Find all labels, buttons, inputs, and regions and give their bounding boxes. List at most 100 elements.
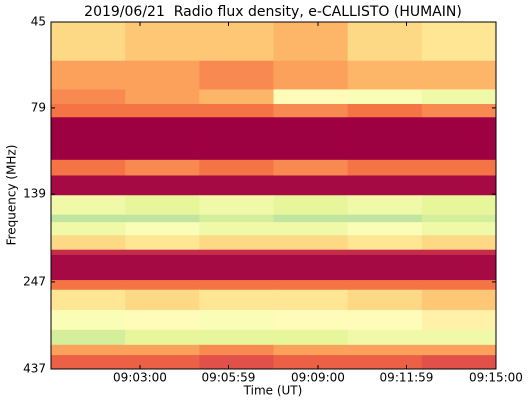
heatmap-cell xyxy=(273,103,349,118)
heatmap-cell xyxy=(125,254,200,281)
y-tick-label: 45 xyxy=(31,15,46,29)
heatmap-cell xyxy=(273,344,349,356)
heatmap-cell xyxy=(125,222,200,236)
y-tick-label: 247 xyxy=(23,274,46,288)
heatmap-cell xyxy=(273,222,349,236)
heatmap-cell xyxy=(421,329,497,346)
heatmap-cell xyxy=(125,214,200,223)
heatmap-cell xyxy=(273,214,349,223)
y-tick-label: 79 xyxy=(31,100,46,114)
heatmap-cell xyxy=(421,222,497,236)
heatmap-cell xyxy=(199,289,274,311)
heatmap-cell xyxy=(421,254,497,281)
heatmap-cell xyxy=(125,235,200,251)
heatmap-cell xyxy=(347,195,423,216)
heatmap-cell xyxy=(125,195,200,216)
x-axis-label: Time (UT) xyxy=(243,384,303,398)
heatmap-cell xyxy=(273,254,349,281)
heatmap-cell xyxy=(125,280,200,291)
heatmap-cell xyxy=(51,310,126,331)
heatmap-cell xyxy=(421,89,497,105)
heatmap-cell xyxy=(347,249,423,256)
heatmap-cell xyxy=(347,344,423,356)
x-tick-label: 09:03:00 xyxy=(113,371,167,385)
heatmap-cell xyxy=(421,22,497,62)
heatmap-cell xyxy=(421,175,497,196)
heatmap-cell xyxy=(199,310,274,331)
y-axis-label: Frequency (MHz) xyxy=(5,145,19,246)
heatmap-cell xyxy=(51,159,126,176)
heatmap-cell xyxy=(199,214,274,223)
heatmap-cell xyxy=(51,344,126,356)
heatmap-cell xyxy=(51,355,126,370)
heatmap-cell xyxy=(125,22,200,62)
heatmap-cell xyxy=(125,175,200,196)
chart-title: 2019/06/21 Radio flux density, e-CALLIST… xyxy=(84,4,462,20)
heatmap-cell xyxy=(199,195,274,216)
y-tick-label: 139 xyxy=(23,187,46,201)
heatmap-cell xyxy=(199,254,274,281)
heatmap-cell xyxy=(125,329,200,346)
heatmap-cell xyxy=(347,254,423,281)
heatmap-cell xyxy=(125,249,200,256)
heatmap-cell xyxy=(273,280,349,291)
heatmap-cell xyxy=(347,117,423,161)
heatmap-cell xyxy=(199,103,274,118)
heatmap-cell xyxy=(273,159,349,176)
heatmap-cell xyxy=(421,344,497,356)
heatmap-cell xyxy=(347,310,423,331)
heatmap-cell xyxy=(273,60,349,90)
x-tick-label: 09:05:59 xyxy=(202,371,256,385)
heatmap-cell xyxy=(347,175,423,196)
x-tick-label: 09:11:59 xyxy=(380,371,434,385)
heatmap-cell xyxy=(199,117,274,161)
heatmap-cell xyxy=(199,355,274,370)
heatmap-cell xyxy=(273,175,349,196)
x-tick-label: 09:15:00 xyxy=(469,371,523,385)
heatmap-cell xyxy=(125,344,200,356)
heatmap-cell xyxy=(421,289,497,311)
heatmap-cell xyxy=(199,280,274,291)
heatmap-cell xyxy=(199,60,274,90)
heatmap-cell xyxy=(199,159,274,176)
heatmap-cell xyxy=(347,329,423,346)
heatmap-cell xyxy=(421,355,497,370)
heatmap-cell xyxy=(125,159,200,176)
heatmap-cell xyxy=(125,355,200,370)
heatmap-cell xyxy=(51,222,126,236)
heatmap-cell xyxy=(421,235,497,251)
heatmap-cell xyxy=(125,310,200,331)
heatmap-cell xyxy=(199,175,274,196)
heatmap-cell xyxy=(347,280,423,291)
heatmap-cell xyxy=(199,22,274,62)
heatmap-cell xyxy=(273,195,349,216)
heatmap-cell xyxy=(273,22,349,62)
heatmap-cell xyxy=(51,280,126,291)
heatmap-cell xyxy=(199,344,274,356)
heatmap-cell xyxy=(51,60,126,90)
heatmap-cell xyxy=(199,235,274,251)
heatmap-cell xyxy=(421,280,497,291)
heatmap xyxy=(51,22,497,370)
heatmap-cell xyxy=(51,289,126,311)
heatmap-cell xyxy=(51,235,126,251)
heatmap-cell xyxy=(125,117,200,161)
heatmap-cell xyxy=(421,159,497,176)
heatmap-cell xyxy=(421,103,497,118)
heatmap-cell xyxy=(421,214,497,223)
x-tick-label: 09:09:00 xyxy=(291,371,345,385)
heatmap-cell xyxy=(421,249,497,256)
heatmap-cell xyxy=(347,159,423,176)
heatmap-cell xyxy=(51,89,126,105)
heatmap-cell xyxy=(421,310,497,331)
y-tick-label: 437 xyxy=(23,362,46,376)
heatmap-cell xyxy=(51,329,126,346)
heatmap-cell xyxy=(51,195,126,216)
heatmap-cell xyxy=(347,289,423,311)
heatmap-cell xyxy=(273,289,349,311)
heatmap-cell xyxy=(199,222,274,236)
heatmap-cell xyxy=(273,355,349,370)
heatmap-cell xyxy=(347,222,423,236)
heatmap-cell xyxy=(51,214,126,223)
